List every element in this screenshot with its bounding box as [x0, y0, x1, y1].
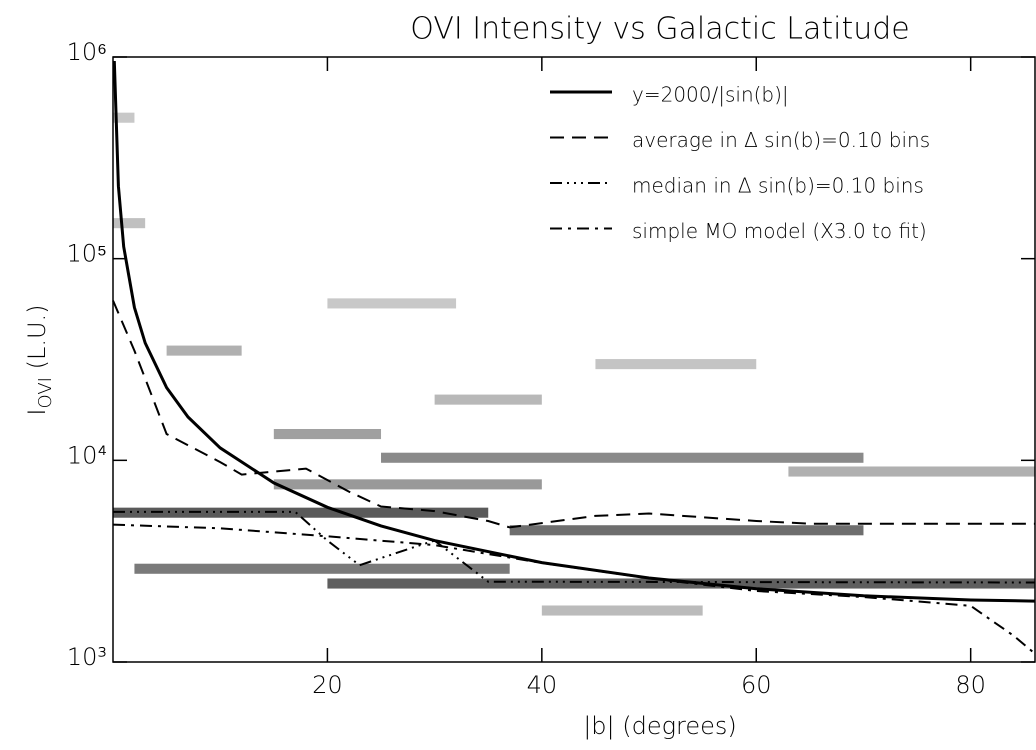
legend-label: average in Δ sin(b)=0.10 bins [632, 128, 930, 152]
chart-title: OVI Intensity vs Galactic Latitude [410, 12, 909, 47]
x-tick-label: 80 [955, 671, 986, 699]
y-tick-label: 10⁴ [67, 441, 107, 469]
density-band [113, 218, 146, 229]
x-tick-label: 20 [312, 671, 343, 699]
y-tick-label: 10⁶ [67, 38, 107, 66]
x-tick-label: 40 [527, 671, 558, 699]
y-axis-label: IOVI (L.U.) [23, 304, 56, 415]
legend-label: median in Δ sin(b)=0.10 bins [632, 174, 924, 198]
density-band [134, 563, 510, 574]
density-band [788, 466, 1035, 477]
density-band [273, 479, 542, 490]
y-label-rest: (L.U.) [23, 304, 51, 377]
legend-label: simple MO model (X3.0 to fit) [632, 219, 927, 243]
x-axis-label: |b| (degrees) [583, 712, 737, 740]
density-band [541, 605, 703, 616]
y-label-sub: OVI [35, 377, 56, 408]
density-band [381, 452, 864, 463]
density-band [113, 507, 489, 518]
legend-label: y=2000/|sin(b)| [632, 83, 789, 107]
density-band [434, 394, 542, 405]
x-tick-label: 60 [741, 671, 772, 699]
y-tick-label: 10⁵ [67, 240, 108, 268]
density-band [113, 112, 135, 123]
series-line [112, 300, 1035, 529]
density-band [595, 359, 757, 370]
series-line [112, 60, 1036, 603]
density-band [327, 298, 457, 309]
density-band [327, 578, 1036, 589]
y-tick-label: 10³ [67, 643, 107, 671]
density-band [509, 525, 864, 536]
y-label-main: I [23, 408, 51, 415]
density-band [273, 429, 382, 440]
density-band [166, 345, 242, 356]
plot-frame [112, 56, 1036, 663]
series-line [112, 523, 1036, 655]
